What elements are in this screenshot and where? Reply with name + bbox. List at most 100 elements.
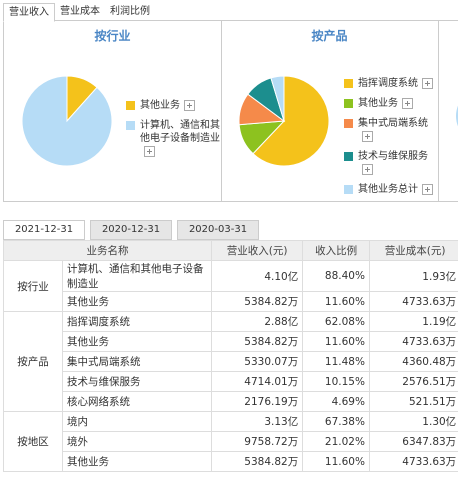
legend-swatch	[344, 99, 353, 108]
table: 业务名称 营业收入(元) 收入比例 营业成本(元) 按行业 计算机、通信和其他电子设备制造…	[3, 240, 458, 472]
cell: 6347.83万	[368, 431, 458, 452]
cell: 11.60%	[302, 331, 370, 352]
cell: 88.40%	[302, 260, 370, 292]
legend-swatch	[344, 119, 353, 128]
pie-slice	[21, 75, 113, 167]
legend-label: 计算机、通信和其他电子设备制造业	[140, 120, 220, 144]
date-tab[interactable]: 2020-12-31	[90, 220, 172, 240]
pie-slice	[270, 75, 285, 122]
cell: 5384.82万	[210, 331, 304, 352]
table-row: 其他业务 5384.82万 11.60% 4733.63万	[4, 331, 458, 352]
header-cell: 营业成本(元)	[368, 240, 458, 261]
expand-icon	[362, 163, 373, 175]
expand-icon	[362, 130, 373, 142]
cell: 集中式局端系统	[62, 351, 212, 372]
cell: 9758.72万	[210, 431, 304, 452]
expand-icon	[402, 97, 413, 109]
expand-icon	[144, 145, 155, 157]
cell: 其他业务	[62, 451, 212, 472]
cell: 1.19亿	[368, 311, 458, 332]
legend: 其他业务计算机、通信和其他电子设备制造业	[126, 99, 221, 165]
cell: 2576.51万	[368, 371, 458, 392]
cell: 其他业务	[62, 291, 212, 312]
cell: 11.60%	[302, 451, 370, 472]
cell: 2.88亿	[210, 311, 304, 332]
divider	[438, 21, 439, 201]
header-cell: 业务名称	[3, 240, 212, 261]
cell: 3.13亿	[210, 411, 304, 432]
cell: 521.51万	[368, 391, 458, 412]
cell: 1.30亿	[368, 411, 458, 432]
table-row: 按地区 境内 3.13亿 67.38% 1.30亿	[3, 411, 458, 472]
tab[interactable]: 营业成本	[60, 6, 100, 17]
cell: 21.02%	[302, 431, 370, 452]
header-cell: 收入比例	[302, 240, 370, 261]
legend-item[interactable]: 指挥调度系统	[344, 77, 439, 90]
group-label: 按行业	[3, 260, 63, 312]
cell: 4733.63万	[368, 331, 458, 352]
tab[interactable]: 利润比例	[110, 6, 150, 17]
table-row: 按产品 指挥调度系统 2.88亿 62.08% 1.19亿	[3, 311, 458, 412]
legend-item[interactable]: 其他业务	[126, 99, 221, 112]
table-row: 技术与维保服务 4714.01万 10.15% 2576.51万	[4, 371, 458, 392]
cell: 5330.07万	[210, 351, 304, 372]
cell: 核心网络系统	[62, 391, 212, 412]
table-row: 核心网络系统 2176.19万 4.69% 521.51万	[4, 391, 458, 412]
cell: 其他业务	[62, 331, 212, 352]
cell: 5384.82万	[210, 451, 304, 472]
cell: 1.93亿	[368, 260, 458, 292]
group-label: 按地区	[3, 411, 63, 472]
legend-label: 其他业务总计	[358, 184, 418, 195]
section-title: 按行业	[94, 29, 131, 43]
cell: 指挥调度系统	[62, 311, 212, 332]
expand-icon	[422, 77, 433, 89]
cell: 境内	[62, 411, 212, 432]
cell: 技术与维保服务	[62, 371, 212, 392]
legend-swatch	[344, 152, 353, 161]
cell: 计算机、通信和其他电子设备制造业	[62, 260, 212, 292]
legend-label: 指挥调度系统	[358, 78, 418, 89]
legend-label: 其他业务	[358, 98, 398, 109]
section-title: 按产品	[311, 29, 348, 43]
chart-panel: 按行业 其他业务 计算机、通信和其他电子设备制造业 按产品 指挥调度系统 其他业务 集中式局…	[3, 20, 458, 202]
date-tab[interactable]: 2021-12-31	[3, 220, 85, 240]
legend-item[interactable]: 技术与维保服务	[344, 150, 439, 176]
expand-icon	[422, 183, 433, 195]
tab[interactable]: 营业收入	[3, 3, 55, 22]
cell: 4733.63万	[368, 451, 458, 472]
legend-swatch	[126, 101, 135, 110]
legend: 指挥调度系统 其他业务集中式局端系统 技术与维保服务 其他业务总计	[344, 77, 439, 203]
divider	[221, 21, 222, 201]
cell: 4.69%	[302, 391, 370, 412]
legend-swatch	[344, 79, 353, 88]
legend-item[interactable]: 其他业务	[344, 97, 439, 110]
expand-icon	[184, 99, 195, 111]
cell: 4733.63万	[368, 291, 458, 312]
cell: 5384.82万	[210, 291, 304, 312]
cell: 11.60%	[302, 291, 370, 312]
legend-swatch	[344, 185, 353, 194]
legend-item[interactable]: 计算机、通信和其他电子设备制造业	[126, 119, 221, 158]
date-tab[interactable]: 2020-03-31	[177, 220, 259, 240]
legend-label: 集中式局端系统	[358, 118, 428, 129]
header-cell: 营业收入(元)	[210, 240, 304, 261]
cell: 62.08%	[302, 311, 370, 332]
cell: 67.38%	[302, 411, 370, 432]
table-row: 其他业务 5384.82万 11.60% 4733.63万	[4, 451, 458, 472]
cell: 境外	[62, 431, 212, 452]
legend-swatch	[126, 121, 135, 130]
group-label: 按产品	[3, 311, 63, 412]
cell: 4.10亿	[210, 260, 304, 292]
cell: 4360.48万	[368, 351, 458, 372]
header-row: 业务名称 营业收入(元) 收入比例 营业成本(元)	[3, 240, 458, 261]
pie-area	[21, 75, 458, 167]
legend-item[interactable]: 集中式局端系统	[344, 117, 439, 143]
legend-label: 技术与维保服务	[358, 151, 428, 162]
cell: 11.48%	[302, 351, 370, 372]
legend-item[interactable]: 其他业务总计	[344, 183, 439, 196]
cell: 4714.01万	[210, 371, 304, 392]
table-row: 其他业务 5384.82万 11.60% 4733.63万	[4, 291, 458, 312]
cell: 10.15%	[302, 371, 370, 392]
pie-slice	[252, 75, 330, 167]
